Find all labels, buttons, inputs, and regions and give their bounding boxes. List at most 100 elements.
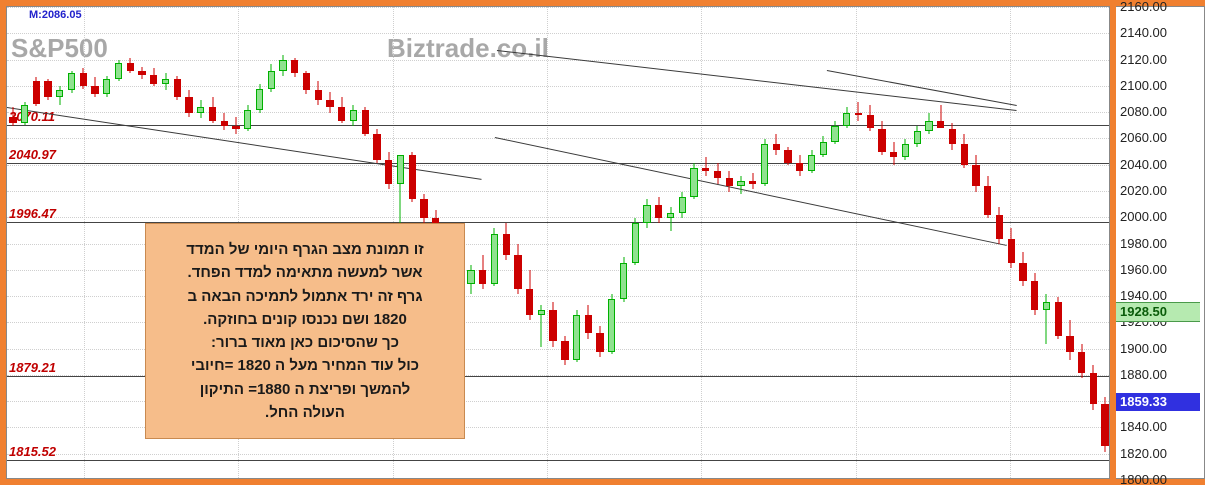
candlestick[interactable] bbox=[831, 6, 838, 478]
candlestick[interactable] bbox=[33, 6, 40, 478]
candlestick-body bbox=[33, 81, 40, 103]
candlestick-body bbox=[256, 89, 263, 110]
candlestick[interactable] bbox=[972, 6, 979, 478]
price-tick-label: 2160.00 bbox=[1120, 0, 1167, 14]
candlestick[interactable] bbox=[80, 6, 87, 478]
candlestick[interactable] bbox=[726, 6, 733, 478]
candlestick-body bbox=[1031, 281, 1038, 310]
candlestick[interactable] bbox=[690, 6, 697, 478]
candlestick[interactable] bbox=[127, 6, 134, 478]
candlestick-body bbox=[573, 315, 580, 360]
last-price-badge: 1859.33 bbox=[1116, 393, 1200, 411]
candlestick[interactable] bbox=[984, 6, 991, 478]
candlestick[interactable] bbox=[1078, 6, 1085, 478]
candlestick-body bbox=[244, 110, 251, 128]
candlestick[interactable] bbox=[737, 6, 744, 478]
candlestick[interactable] bbox=[749, 6, 756, 478]
candlestick[interactable] bbox=[503, 6, 510, 478]
candlestick[interactable] bbox=[68, 6, 75, 478]
price-axis[interactable]: 2160.00 2140.00 2120.00 2100.00 2080.00 2060.… bbox=[1116, 6, 1205, 479]
candlestick[interactable] bbox=[1066, 6, 1073, 478]
candlestick[interactable] bbox=[1019, 6, 1026, 478]
candlestick[interactable] bbox=[890, 6, 897, 478]
candlestick[interactable] bbox=[925, 6, 932, 478]
candlestick[interactable] bbox=[479, 6, 486, 478]
candlestick[interactable] bbox=[996, 6, 1003, 478]
candlestick-body bbox=[1008, 239, 1015, 263]
candlestick[interactable] bbox=[655, 6, 662, 478]
candlestick-body bbox=[1043, 302, 1050, 310]
candlestick[interactable] bbox=[796, 6, 803, 478]
candlestick[interactable] bbox=[103, 6, 110, 478]
candlestick[interactable] bbox=[1055, 6, 1062, 478]
candlestick[interactable] bbox=[902, 6, 909, 478]
candlestick-body bbox=[596, 333, 603, 351]
candlestick[interactable] bbox=[573, 6, 580, 478]
candlestick[interactable] bbox=[1090, 6, 1097, 478]
candlestick-body bbox=[103, 79, 110, 95]
candlestick[interactable] bbox=[820, 6, 827, 478]
candlestick[interactable] bbox=[679, 6, 686, 478]
candlestick[interactable] bbox=[843, 6, 850, 478]
candlestick-body bbox=[303, 73, 310, 90]
candlestick-body bbox=[620, 263, 627, 300]
candlestick[interactable] bbox=[714, 6, 721, 478]
candlestick-body bbox=[385, 160, 392, 184]
candlestick-body bbox=[127, 63, 134, 71]
candlestick[interactable] bbox=[878, 6, 885, 478]
candlestick[interactable] bbox=[9, 6, 16, 478]
candlestick-body bbox=[632, 223, 639, 262]
candlestick[interactable] bbox=[761, 6, 768, 478]
candlestick[interactable] bbox=[667, 6, 674, 478]
candlestick[interactable] bbox=[538, 6, 545, 478]
candlestick-body bbox=[867, 115, 874, 128]
candlestick-body bbox=[796, 163, 803, 171]
price-tick-label: 1900.00 bbox=[1120, 341, 1167, 356]
candlestick-body bbox=[338, 107, 345, 120]
candlestick-body bbox=[197, 107, 204, 112]
candlestick[interactable] bbox=[561, 6, 568, 478]
candlestick[interactable] bbox=[549, 6, 556, 478]
candlestick-body bbox=[702, 168, 709, 171]
candlestick[interactable] bbox=[526, 6, 533, 478]
candlestick[interactable] bbox=[514, 6, 521, 478]
price-tick-label: 2060.00 bbox=[1120, 130, 1167, 145]
candlestick[interactable] bbox=[115, 6, 122, 478]
candlestick[interactable] bbox=[808, 6, 815, 478]
candlestick[interactable] bbox=[1043, 6, 1050, 478]
candlestick[interactable] bbox=[1031, 6, 1038, 478]
candlestick[interactable] bbox=[1008, 6, 1015, 478]
candlestick[interactable] bbox=[643, 6, 650, 478]
candlestick[interactable] bbox=[961, 6, 968, 478]
candlestick-body bbox=[996, 215, 1003, 239]
candlestick[interactable] bbox=[937, 6, 944, 478]
candlestick[interactable] bbox=[467, 6, 474, 478]
candlestick[interactable] bbox=[702, 6, 709, 478]
candlestick[interactable] bbox=[784, 6, 791, 478]
candlestick-body bbox=[174, 79, 181, 97]
candlestick[interactable] bbox=[855, 6, 862, 478]
candlestick-body bbox=[820, 142, 827, 155]
candlestick[interactable] bbox=[914, 6, 921, 478]
candlestick-body bbox=[209, 107, 216, 120]
candlestick-body bbox=[221, 121, 228, 126]
candlestick[interactable] bbox=[773, 6, 780, 478]
candlestick[interactable] bbox=[632, 6, 639, 478]
candlestick[interactable] bbox=[21, 6, 28, 478]
candlestick[interactable] bbox=[867, 6, 874, 478]
candlestick[interactable] bbox=[608, 6, 615, 478]
candlestick[interactable] bbox=[56, 6, 63, 478]
candlestick-body bbox=[1019, 263, 1026, 281]
candlestick[interactable] bbox=[585, 6, 592, 478]
chart-plot-area[interactable]: M:2086.05 S&P500 Biztrade.co.il 2070.11 2… bbox=[6, 6, 1110, 479]
candlestick[interactable] bbox=[44, 6, 51, 478]
candlestick-body bbox=[350, 110, 357, 121]
candlestick-body bbox=[491, 234, 498, 284]
candlestick[interactable] bbox=[91, 6, 98, 478]
candlestick[interactable] bbox=[620, 6, 627, 478]
candlestick[interactable] bbox=[596, 6, 603, 478]
candlestick[interactable] bbox=[491, 6, 498, 478]
candlestick-body bbox=[655, 205, 662, 218]
candlestick[interactable] bbox=[949, 6, 956, 478]
candlestick[interactable] bbox=[1101, 6, 1108, 478]
